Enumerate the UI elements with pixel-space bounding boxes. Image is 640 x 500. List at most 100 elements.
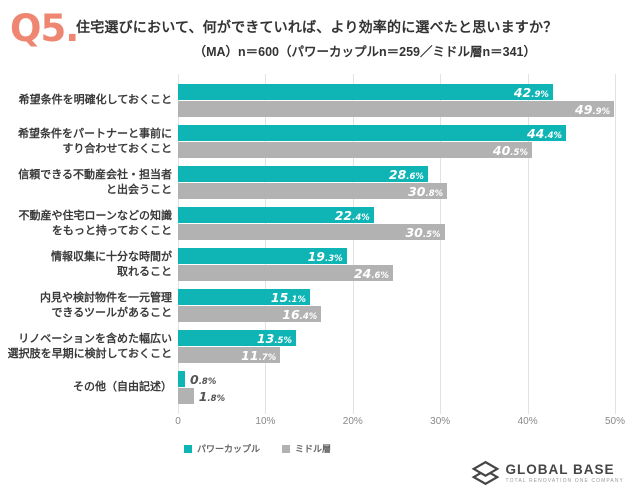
x-tick-label: 20% xyxy=(342,416,363,427)
value-int: 0 xyxy=(189,371,199,387)
bar-powercouple: 42.9% xyxy=(178,83,553,103)
company-logo: GLOBAL BASE TOTAL RENOVATION ONE COMPANY xyxy=(471,458,625,488)
chart-row: リノベーションを含めた幅広い 選択肢を早期に検討しておくこと 13.5% 11.7% xyxy=(6,326,621,367)
value-frac: .5% xyxy=(510,147,528,158)
legend-item-middle: ミドル層 xyxy=(282,442,331,455)
value-frac: .3% xyxy=(325,253,343,264)
logo-name: GLOBAL BASE xyxy=(505,462,615,477)
logo-text-block: GLOBAL BASE TOTAL RENOVATION ONE COMPANY xyxy=(506,462,625,484)
chart-row: 希望条件を明確化しておくこと 42.9% 49.9% xyxy=(6,80,621,121)
value-frac: .9% xyxy=(531,89,549,100)
bar-powercouple: 0.8% xyxy=(178,370,216,387)
x-tick-label: 0 xyxy=(175,416,181,427)
category-label: 信頼できる不動産会社・担当者 と出会うこと xyxy=(18,168,172,196)
x-tick-label: 30% xyxy=(430,416,451,427)
bar-value-label: 30.5% xyxy=(405,224,440,243)
chart-row: その他（自由記述） 0.8% 1.8% xyxy=(6,367,621,408)
bar-value-label: 13.5% xyxy=(257,330,292,349)
chart-row: 内見や検討物件を一元管理 できるツールがあること 15.1% 16.4% xyxy=(6,285,621,326)
category-label: 内見や検討物件を一元管理 できるツールがあること xyxy=(40,291,172,319)
chart-row: 希望条件をパートナーと事前に すり合わせておくこと 44.4% 40.5% xyxy=(6,121,621,162)
bar-pair: 42.9% 49.9% xyxy=(178,83,615,120)
logo-tagline: TOTAL RENOVATION ONE COMPANY xyxy=(505,478,624,484)
value-int: 42 xyxy=(513,84,532,100)
legend-swatch xyxy=(184,444,192,453)
bar-pair: 28.6% 30.8% xyxy=(178,165,615,200)
bar-powercouple: 44.4% xyxy=(178,124,567,144)
bar-pair: 15.1% 16.4% xyxy=(178,288,615,325)
bar-value-label: 19.3% xyxy=(308,248,343,267)
value-frac: .4% xyxy=(352,212,370,223)
bar-middle: 16.4% xyxy=(178,305,322,325)
value-int: 19 xyxy=(307,248,325,264)
bar-value-label: 40.5% xyxy=(493,142,528,161)
chart-rows: 希望条件を明確化しておくこと 42.9% 49.9% 希望条件をパートナーと事前に すり… xyxy=(6,74,621,408)
chart-row: 信頼できる不動産会社・担当者 と出会うこと 28.6% 30.8% xyxy=(6,162,621,203)
gridline xyxy=(527,74,529,414)
bar-middle: 49.9% xyxy=(178,100,615,120)
value-frac: .6% xyxy=(406,171,424,182)
value-frac: .9% xyxy=(592,106,611,117)
chart-title: 住宅選びにおいて、何ができていれば、より効率的に選べたと思いますか？ xyxy=(76,19,558,35)
chart-row: 情報収集に十分な時間が 取れること 19.3% 24.6% xyxy=(6,244,621,285)
bar-pair: 19.3% 24.6% xyxy=(178,247,615,284)
bar-pair: 0.8% 1.8% xyxy=(178,370,615,405)
value-frac: .7% xyxy=(258,352,277,363)
value-frac: .5% xyxy=(274,335,292,346)
legend-label: パワーカップル xyxy=(197,444,261,454)
bar-powercouple: 15.1% xyxy=(178,288,310,305)
value-int: 16 xyxy=(282,306,300,322)
bar-pair: 22.4% 30.5% xyxy=(178,206,615,243)
gridline xyxy=(265,74,267,414)
bar-powercouple: 19.3% xyxy=(178,247,347,267)
value-frac: .4% xyxy=(299,311,318,322)
value-int: 15 xyxy=(270,289,289,305)
value-frac: .4% xyxy=(544,130,563,141)
legend: パワーカップル ミドル層 xyxy=(184,442,621,455)
chart-header: Q5. 住宅選びにおいて、何ができていれば、より効率的に選べたと思いますか？ （… xyxy=(0,0,640,60)
legend-label: ミドル層 xyxy=(295,444,332,454)
category-label: 情報収集に十分な時間が 取れること xyxy=(51,250,172,278)
value-int: 40 xyxy=(492,142,511,158)
bar-middle: 24.6% xyxy=(178,264,393,284)
bar-middle: 30.5% xyxy=(178,223,445,243)
x-tick-label: 10% xyxy=(255,416,276,427)
bar-value-label: 22.4% xyxy=(335,207,370,226)
bar-value-label: 24.6% xyxy=(354,265,389,284)
bar-powercouple: 13.5% xyxy=(178,329,296,349)
bar-value-label: 49.9% xyxy=(575,101,610,120)
x-tick-label: 40% xyxy=(517,416,538,427)
title-block: 住宅選びにおいて、何ができていれば、より効率的に選べたと思いますか？ （MA）n… xyxy=(76,10,558,60)
gridlines xyxy=(178,74,616,414)
bar-value-label: 44.4% xyxy=(527,125,562,144)
bar-value-label: 42.9% xyxy=(514,84,549,103)
chart-subtitle: （MA）n＝600（パワーカップルn＝259／ミドル層n＝341） xyxy=(193,45,536,59)
category-label: その他（自由記述） xyxy=(73,381,172,393)
bar-value-label: 28.6% xyxy=(389,166,424,185)
value-frac: .8% xyxy=(425,188,444,199)
value-int: 30 xyxy=(408,183,426,199)
plot-area: 希望条件を明確化しておくこと 42.9% 49.9% 希望条件をパートナーと事前に すり… xyxy=(6,74,621,414)
bar-pair: 44.4% 40.5% xyxy=(178,124,615,161)
stacked-diamonds-icon xyxy=(471,460,499,486)
bar-value-label: 0.8% xyxy=(190,371,216,390)
bar-pair: 13.5% 11.7% xyxy=(178,329,615,364)
value-frac: .8% xyxy=(198,376,217,387)
gridline xyxy=(615,74,616,414)
bar-powercouple: 22.4% xyxy=(178,206,374,226)
bar-middle: 1.8% xyxy=(178,387,225,404)
bar-middle: 30.8% xyxy=(178,182,448,199)
bar-chart: 希望条件を明確化しておくこと 42.9% 49.9% 希望条件をパートナーと事前に すり… xyxy=(6,74,625,455)
x-axis: 0 10% 20% 30% 40% 50% xyxy=(175,416,625,430)
bar-powercouple: 28.6% xyxy=(178,165,428,185)
category-label: 希望条件をパートナーと事前に すり合わせておくこと xyxy=(18,127,172,155)
value-int: 13 xyxy=(256,330,275,346)
legend-item-powercouple: パワーカップル xyxy=(184,442,260,455)
bar-value-label: 16.4% xyxy=(282,306,317,325)
category-label: 希望条件を明確化しておくこと xyxy=(18,94,172,106)
category-label: 不動産や住宅ローンなどの知識 をもっと持っておくこと xyxy=(18,209,172,237)
question-number: Q5. xyxy=(10,7,79,50)
value-frac: .1% xyxy=(288,294,306,305)
value-int: 28 xyxy=(388,166,407,182)
